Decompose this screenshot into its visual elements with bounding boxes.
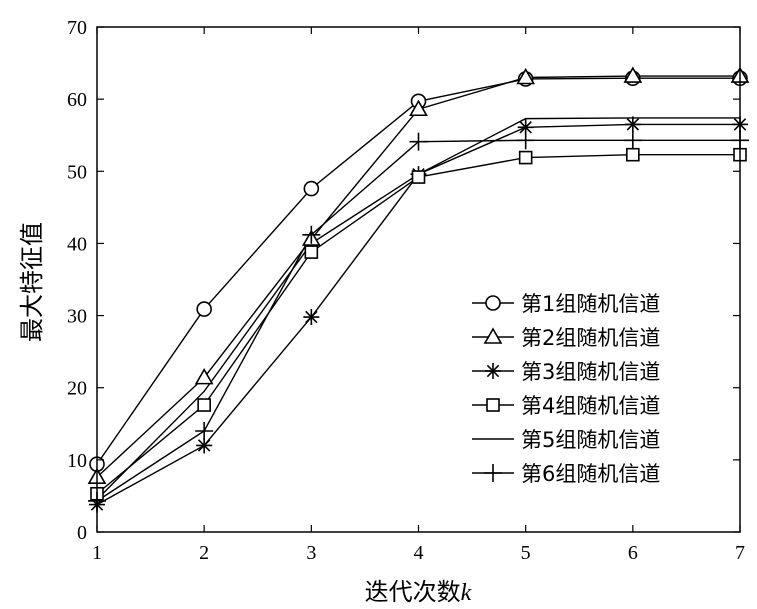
y-axis-ticks: 0 10 20 30 40 50 60 70	[67, 17, 740, 544]
y-tick-label: 20	[67, 378, 87, 400]
legend-label-1: 第1组随机信道	[521, 292, 660, 316]
data-point-series-2	[194, 368, 214, 385]
x-tick-label: 4	[414, 542, 424, 564]
data-point-series-2	[516, 67, 536, 85]
data-point-series-1	[196, 301, 212, 317]
x-tick-label: 1	[92, 542, 102, 564]
data-point-series-6	[195, 422, 214, 440]
x-tick-label: 5	[521, 542, 531, 564]
y-tick-label: 60	[67, 89, 87, 111]
legend-marker-6	[484, 464, 502, 482]
data-point-series-3	[517, 119, 534, 136]
data-point-series-2	[409, 99, 428, 117]
x-axis-ticks: 1 2 3 4 5 6 7	[92, 27, 745, 564]
data-point-series-6	[623, 131, 642, 150]
y-tick-label: 10	[67, 450, 87, 472]
x-tick-label: 2	[199, 542, 209, 564]
y-tick-label: 70	[67, 17, 87, 39]
data-point-series-3	[196, 437, 213, 454]
y-axis-label: 最大特征值	[18, 222, 46, 342]
data-point-series-3	[303, 309, 320, 326]
legend-marker-1	[485, 295, 501, 311]
x-axis-label-variable: k	[461, 580, 472, 606]
data-point-series-4	[411, 170, 426, 184]
legend-marker-4	[486, 398, 500, 412]
legend-label-6: 第6组随机信道	[521, 462, 660, 486]
y-tick-label: 30	[67, 306, 87, 328]
x-axis-label: 迭代次数k	[365, 578, 472, 606]
data-point-series-2	[623, 66, 643, 83]
x-tick-label: 6	[628, 542, 638, 564]
y-tick-label: 50	[67, 161, 87, 183]
legend: 第1组随机信道第2组随机信道第3组随机信道第4组随机信道第5组随机信道第6组随机…	[472, 292, 660, 486]
legend-marker-3	[485, 363, 501, 379]
x-tick-label: 3	[306, 542, 316, 564]
data-point-series-6	[302, 225, 321, 244]
data-point-series-4	[626, 147, 640, 162]
x-axis-label-main: 迭代次数	[365, 578, 461, 606]
data-point-series-1	[303, 180, 320, 197]
legend-label-3: 第3组随机信道	[521, 360, 660, 384]
data-point-series-6	[516, 131, 535, 150]
data-point-series-4	[518, 150, 533, 165]
legend-label-5: 第5组随机信道	[521, 428, 660, 452]
data-point-series-4	[197, 398, 211, 412]
y-tick-label: 0	[77, 522, 87, 544]
x-tick-label: 7	[735, 542, 745, 564]
y-tick-label: 40	[67, 233, 87, 255]
data-point-series-3	[624, 116, 641, 133]
legend-marker-2	[483, 327, 503, 344]
data-point-series-4	[304, 245, 319, 259]
legend-label-4: 第4组随机信道	[521, 394, 660, 418]
data-point-series-6	[409, 132, 428, 151]
legend-label-2: 第2组随机信道	[521, 326, 660, 350]
